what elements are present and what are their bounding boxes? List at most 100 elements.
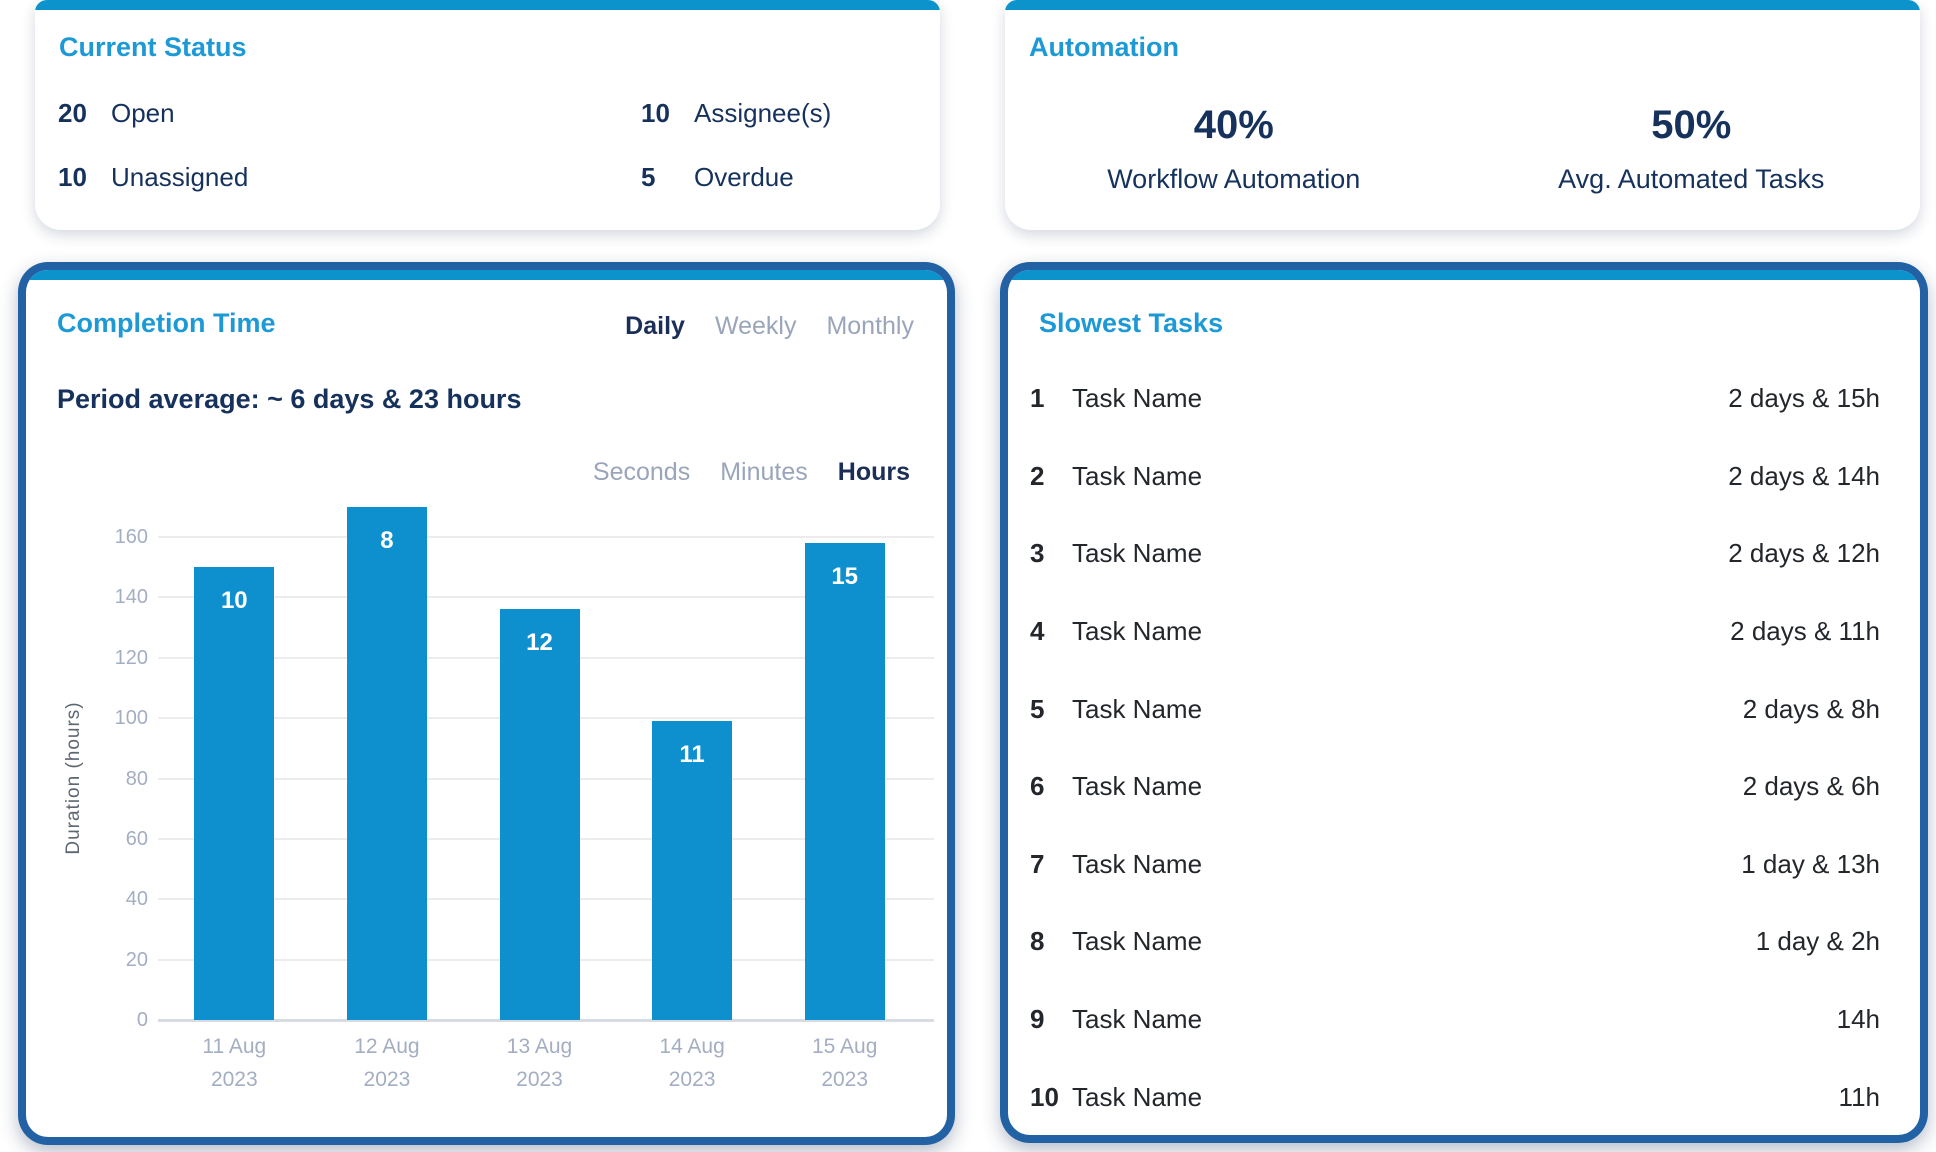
bar-value-label: 8: [380, 526, 394, 554]
task-rank: 10: [1030, 1081, 1059, 1112]
card-accent-bar: [1008, 270, 1920, 280]
task-rank: 9: [1030, 1004, 1045, 1035]
stat-overdue: 5 Overdue: [641, 161, 794, 193]
y-tick-label: 0: [136, 1009, 148, 1031]
tab-monthly[interactable]: Monthly: [826, 312, 914, 340]
chart-bar[interactable]: 15: [804, 543, 885, 1020]
card-accent-bar: [1005, 0, 1920, 10]
chart-gridline: [158, 536, 934, 538]
task-row: 6 Task Name 2 days & 6h: [1030, 748, 1880, 826]
task-row: 10 Task Name 11h: [1030, 1058, 1880, 1135]
task-rank: 2: [1030, 460, 1045, 491]
automation-card: Automation 40% Workflow Automation 50% Avg.…: [1005, 0, 1920, 230]
chart-bar[interactable]: 12: [499, 609, 580, 1020]
bar-value-label: 11: [679, 741, 705, 769]
x-axis-label-line2: 2023: [210, 1068, 258, 1091]
stat-unassigned: 10 Unassigned: [58, 161, 248, 193]
y-tick-label: 140: [114, 586, 148, 609]
stat-value: 10: [58, 162, 87, 192]
task-duration: 2 days & 15h: [1728, 383, 1880, 414]
task-name: Task Name: [1072, 1081, 1203, 1112]
task-row: 5 Task Name 2 days & 8h: [1030, 670, 1880, 748]
period-average-text: Period average: ~ 6 days & 23 hours: [57, 384, 522, 414]
x-axis-label: 12 Aug 2023: [312, 1030, 462, 1096]
bar-value-label: 15: [831, 563, 859, 591]
task-row: 7 Task Name 1 day & 13h: [1030, 826, 1880, 904]
x-axis-label-line1: 13 Aug: [506, 1035, 573, 1058]
x-axis-label: 14 Aug 2023: [617, 1030, 767, 1096]
task-rank: 8: [1030, 926, 1045, 957]
tab-seconds[interactable]: Seconds: [592, 458, 691, 486]
completion-time-card: Completion Time Daily Weekly Monthly Perio…: [26, 270, 947, 1137]
metric-label: Workflow Automation: [1107, 164, 1361, 194]
task-rank: 3: [1030, 538, 1045, 569]
slowest-tasks-title: Slowest Tasks: [1039, 308, 1224, 338]
completion-time-panel: Completion Time Daily Weekly Monthly Perio…: [18, 262, 955, 1145]
metric-avg-automated-tasks: 50% Avg. Automated Tasks: [1463, 103, 1921, 196]
x-axis-label-line1: 11 Aug: [202, 1035, 267, 1058]
completion-time-chart: 0 20 40 60 80 100 120 140 160 Duration (hours) 10 1…: [26, 270, 947, 1137]
bar-value-label: 12: [526, 629, 553, 657]
stat-label: Overdue: [694, 162, 794, 192]
task-row: 4 Task Name 2 days & 11h: [1030, 593, 1880, 671]
unit-tabs: Seconds Minutes Hours: [593, 456, 910, 488]
x-axis-label-line2: 2023: [668, 1068, 716, 1091]
x-axis-label: 13 Aug 2023: [465, 1030, 615, 1096]
metric-workflow-automation: 40% Workflow Automation: [1005, 103, 1463, 196]
metric-value: 50%: [1651, 103, 1732, 147]
y-tick-label: 60: [125, 827, 148, 850]
tab-weekly[interactable]: Weekly: [714, 312, 797, 340]
task-duration: 1 day & 13h: [1741, 848, 1880, 879]
task-rank: 5: [1030, 693, 1045, 724]
task-duration: 1 day & 2h: [1755, 926, 1880, 957]
tab-minutes[interactable]: Minutes: [720, 458, 808, 486]
x-axis-label-line2: 2023: [821, 1068, 869, 1091]
task-duration: 2 days & 14h: [1728, 460, 1880, 491]
task-duration: 11h: [1838, 1081, 1880, 1112]
stat-value: 10: [641, 98, 670, 128]
task-duration: 2 days & 11h: [1730, 616, 1880, 647]
task-name: Task Name: [1072, 616, 1203, 647]
task-duration: 14h: [1836, 1004, 1880, 1035]
tab-daily[interactable]: Daily: [625, 312, 685, 340]
stat-label: Assignee(s): [694, 98, 832, 128]
chart-bar[interactable]: 10: [194, 567, 275, 1020]
stat-value: 20: [58, 98, 87, 128]
card-accent-bar: [26, 270, 947, 280]
stat-value: 5: [641, 162, 656, 192]
chart-bar[interactable]: 8: [346, 506, 427, 1020]
x-axis-label-line2: 2023: [363, 1068, 411, 1091]
y-tick-label: 80: [125, 767, 148, 790]
y-axis-title: Duration (hours): [63, 701, 84, 855]
card-accent-bar: [35, 0, 940, 10]
period-tabs: Daily Weekly Monthly: [625, 310, 914, 342]
y-tick-label: 100: [114, 707, 148, 730]
slowest-tasks-panel: Slowest Tasks 1 Task Name 2 days & 15h 2 Tas…: [1000, 262, 1928, 1143]
task-duration: 2 days & 12h: [1728, 538, 1880, 569]
stat-open: 20 Open: [58, 97, 175, 129]
chart-gridline: [158, 596, 934, 599]
stat-label: Open: [111, 98, 175, 128]
task-duration: 2 days & 8h: [1742, 693, 1880, 724]
task-duration: 2 days & 6h: [1742, 771, 1880, 802]
task-rank: 7: [1030, 848, 1045, 879]
x-axis-label-line1: 14 Aug: [659, 1035, 725, 1058]
x-axis-label-line1: 12 Aug: [354, 1035, 420, 1058]
y-tick-label: 160: [114, 526, 148, 548]
task-row: 1 Task Name 2 days & 15h: [1030, 360, 1880, 438]
task-name: Task Name: [1072, 771, 1203, 802]
completion-time-title: Completion Time: [57, 308, 276, 338]
chart-bar[interactable]: 11: [652, 721, 733, 1020]
y-tick-label: 120: [114, 646, 148, 669]
task-name: Task Name: [1072, 1004, 1203, 1035]
task-name: Task Name: [1072, 693, 1203, 724]
stat-assignees: 10 Assignee(s): [641, 97, 831, 129]
y-tick-label: 40: [125, 888, 148, 911]
metric-value: 40%: [1193, 103, 1274, 147]
x-axis-label: 11 Aug 2023: [159, 1030, 309, 1096]
task-rank: 4: [1030, 616, 1045, 647]
y-tick-label: 20: [125, 948, 148, 971]
tab-hours[interactable]: Hours: [837, 458, 910, 486]
task-row: 9 Task Name 14h: [1030, 981, 1880, 1059]
